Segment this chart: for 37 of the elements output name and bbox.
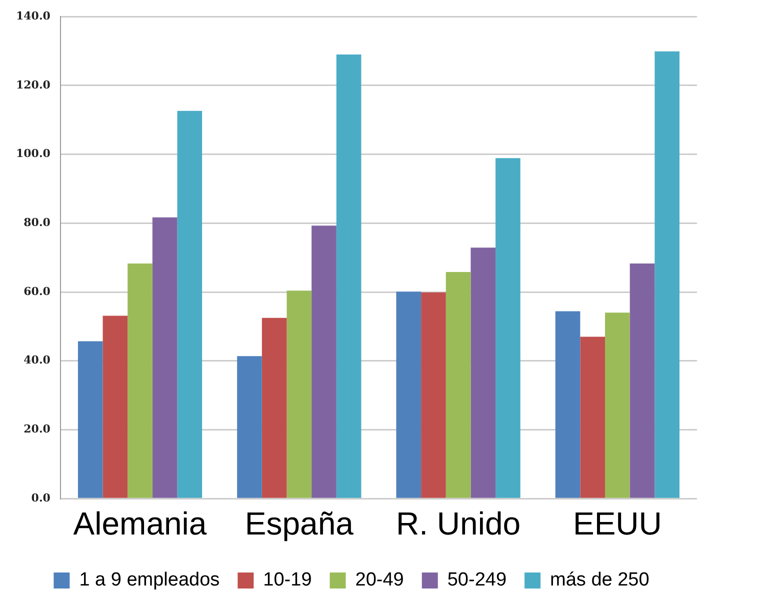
- bar: [555, 311, 580, 498]
- bar: [262, 318, 287, 498]
- bar: [396, 292, 422, 498]
- y-tick-label: 20.0: [24, 422, 51, 436]
- legend-label: 50-249: [447, 570, 507, 591]
- bar: [580, 336, 606, 498]
- bar: [152, 217, 178, 498]
- x-tick-label: Alemania: [73, 506, 207, 542]
- legend-label: 20-49: [355, 570, 404, 591]
- bar: [654, 51, 680, 498]
- legend-label: más de 250: [550, 570, 650, 591]
- x-tick-label: España: [244, 506, 354, 542]
- y-tick-label: 120.0: [16, 78, 51, 92]
- bar: [336, 54, 362, 498]
- y-tick-label: 100.0: [16, 147, 51, 160]
- bar: [177, 110, 202, 498]
- legend-label: 10-19: [263, 570, 312, 591]
- bar: [496, 158, 520, 498]
- bar: [446, 272, 471, 498]
- x-tick-label: R. Unido: [396, 506, 521, 542]
- bar: [470, 248, 496, 498]
- y-tick-label: 60.0: [24, 284, 51, 298]
- x-tick-label: EEUU: [572, 506, 662, 542]
- bar: [312, 226, 336, 498]
- bar: [605, 312, 630, 498]
- y-tick-label: 40.0: [24, 354, 51, 367]
- y-tick-label: 0.0: [31, 491, 51, 504]
- bar: [630, 263, 655, 498]
- bar: [102, 316, 128, 498]
- legend-label: 1 a 9 empleados: [79, 570, 220, 591]
- y-tick-label: 80.0: [24, 216, 51, 230]
- bar: [78, 341, 103, 498]
- bar: [128, 263, 152, 498]
- bar: [237, 356, 262, 498]
- bar: [286, 290, 312, 498]
- bar: [421, 292, 446, 498]
- y-tick-label: 140.0: [16, 9, 51, 22]
